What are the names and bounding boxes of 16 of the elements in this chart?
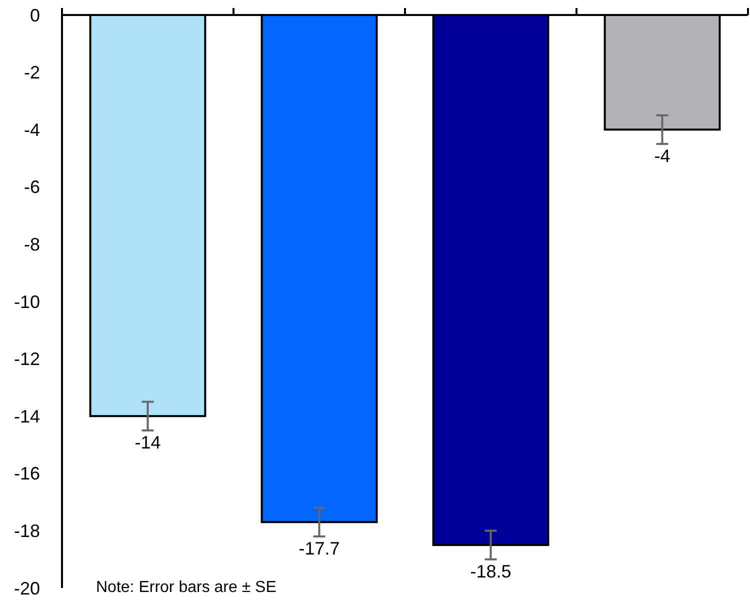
data-label: -4: [654, 146, 670, 166]
y-tick-label: -16: [14, 464, 40, 484]
y-tick-label: -14: [14, 406, 40, 426]
annotation: Note: Error bars are ± SE: [96, 579, 276, 596]
data-label: -17.7: [298, 538, 340, 558]
y-tick-label: -20: [14, 578, 40, 598]
y-tick-label: -4: [24, 120, 40, 140]
y-tick-label: 0: [30, 5, 40, 26]
y-tick-label: -10: [14, 292, 40, 312]
y-tick-label: -8: [24, 234, 40, 254]
y-tick-label: -6: [24, 177, 40, 198]
data-label: -18.5: [470, 561, 512, 582]
y-tick-label: -2: [24, 62, 40, 83]
data-label: -14: [134, 432, 161, 452]
y-tick-label: -12: [14, 349, 40, 370]
y-tick-label: -18: [14, 521, 40, 541]
